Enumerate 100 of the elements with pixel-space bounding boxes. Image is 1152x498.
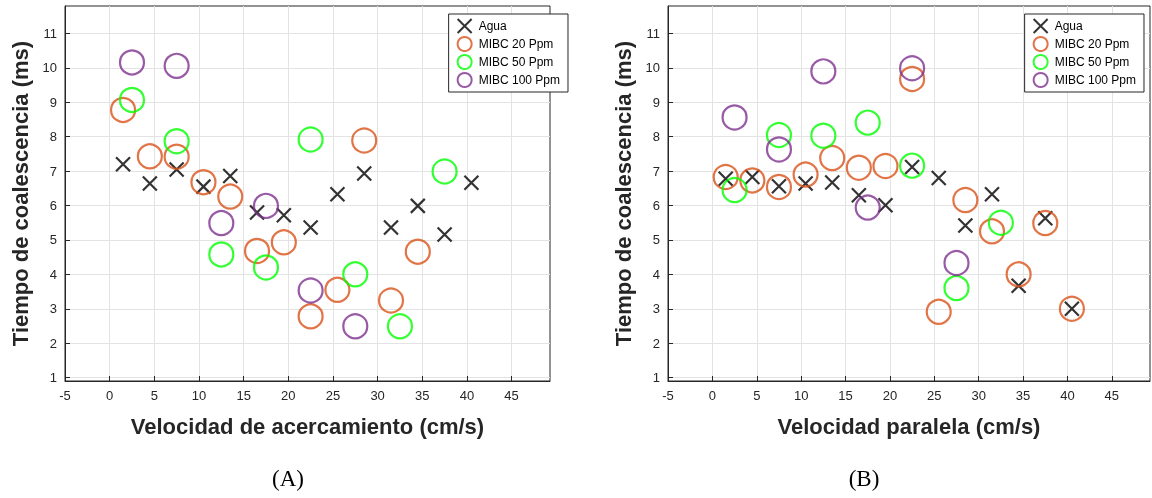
point (824, 174, 841, 191)
point (463, 174, 480, 191)
point (819, 144, 846, 172)
y-tick-label: 1 (49, 370, 57, 386)
point (850, 187, 867, 204)
x-tick-label: 10 (191, 388, 207, 403)
point (297, 126, 324, 153)
point (845, 154, 872, 181)
x-tick-label: 40 (459, 388, 475, 403)
x-tick-label: -5 (59, 388, 71, 403)
point (854, 194, 881, 221)
point (329, 186, 346, 203)
point (930, 169, 947, 187)
y-tick-label: 10 (42, 60, 57, 76)
point (386, 313, 414, 340)
point (987, 209, 1014, 236)
y-tick-label: 1 (652, 370, 660, 386)
y-tick-label: 2 (49, 335, 57, 351)
y-tick-label: 7 (49, 163, 57, 179)
point (163, 128, 190, 155)
x-tick-label: 25 (325, 388, 341, 403)
legend-label: MIBC 100 Ppm (478, 73, 561, 87)
point (899, 152, 926, 179)
x-tick-label: 10 (793, 388, 809, 403)
point (854, 109, 881, 136)
point (431, 158, 458, 185)
point (739, 167, 766, 194)
x-axis-title: Velocidad paralela (cm/s) (777, 413, 1041, 439)
point (118, 86, 146, 114)
point (877, 197, 894, 214)
point (141, 175, 158, 192)
y-tick-label: 3 (49, 301, 57, 317)
y-axis-title: Tiempo de coalescencia (ms) (8, 40, 34, 347)
y-tick-label: 11 (43, 26, 57, 42)
point (409, 197, 426, 214)
x-tick-label: 15 (236, 388, 251, 403)
point (1010, 277, 1027, 294)
point (983, 186, 1001, 203)
point (163, 52, 190, 79)
point (957, 217, 974, 234)
point (943, 275, 970, 302)
point (382, 219, 400, 236)
point (252, 254, 280, 281)
y-tick-label: 10 (645, 60, 660, 76)
x-tick-label: 35 (415, 388, 430, 403)
x-tick-label: 45 (1104, 388, 1120, 403)
y-tick-label: 5 (49, 232, 57, 248)
x-tick-label: 20 (281, 388, 296, 403)
point (721, 104, 748, 131)
point (810, 58, 837, 85)
y-tick-label: 4 (49, 266, 57, 282)
point (978, 218, 1006, 245)
x-tick-label: 5 (150, 388, 158, 403)
y-tick-label: 8 (652, 129, 660, 145)
text: (B) (847, 466, 881, 492)
legend-label: Agua (1054, 19, 1083, 33)
y-tick-label: 9 (49, 94, 57, 110)
point (952, 186, 979, 214)
y-tick-label: 11 (646, 26, 660, 42)
point (792, 161, 819, 188)
y-tick-label: 6 (49, 198, 57, 214)
point (377, 287, 405, 314)
x-tick-label: 35 (1015, 388, 1031, 403)
point (342, 313, 369, 340)
point (217, 183, 244, 210)
y-axis-title: Tiempo de coalescencia (ms) (611, 40, 637, 347)
y-tick-label: 7 (652, 163, 660, 179)
point (136, 143, 163, 170)
legend-label: MIBC 20 Ppm (1054, 37, 1130, 51)
legend-label: Agua (478, 19, 507, 33)
point (222, 167, 239, 185)
x-tick-label: 5 (753, 388, 761, 403)
point (872, 152, 899, 180)
point (943, 249, 970, 277)
x-tick-label: 20 (882, 388, 898, 403)
point (243, 237, 271, 265)
point (765, 121, 793, 149)
x-tick-label: 15 (838, 388, 853, 403)
legend-label: MIBC 100 Ppm (1054, 73, 1137, 87)
point (810, 122, 837, 149)
point (302, 219, 319, 236)
point (270, 229, 297, 256)
point (712, 163, 739, 191)
point (208, 241, 235, 268)
legend-label: MIBC 50 Ppm (1054, 55, 1130, 69)
point (324, 276, 351, 303)
point (252, 192, 280, 219)
point (118, 49, 146, 76)
point (114, 156, 132, 173)
point (208, 209, 235, 237)
x-tick-label: 0 (708, 388, 716, 403)
point (925, 298, 952, 325)
x-tick-label: 40 (1060, 388, 1075, 403)
y-tick-label: 4 (652, 266, 660, 282)
x-axis-title: Velocidad de acercamiento (cm/s) (130, 413, 485, 439)
y-tick-label: 6 (652, 198, 660, 214)
point (797, 175, 814, 192)
point (1032, 209, 1059, 237)
legend-label: MIBC 20 Ppm (478, 37, 554, 51)
point (899, 65, 926, 93)
